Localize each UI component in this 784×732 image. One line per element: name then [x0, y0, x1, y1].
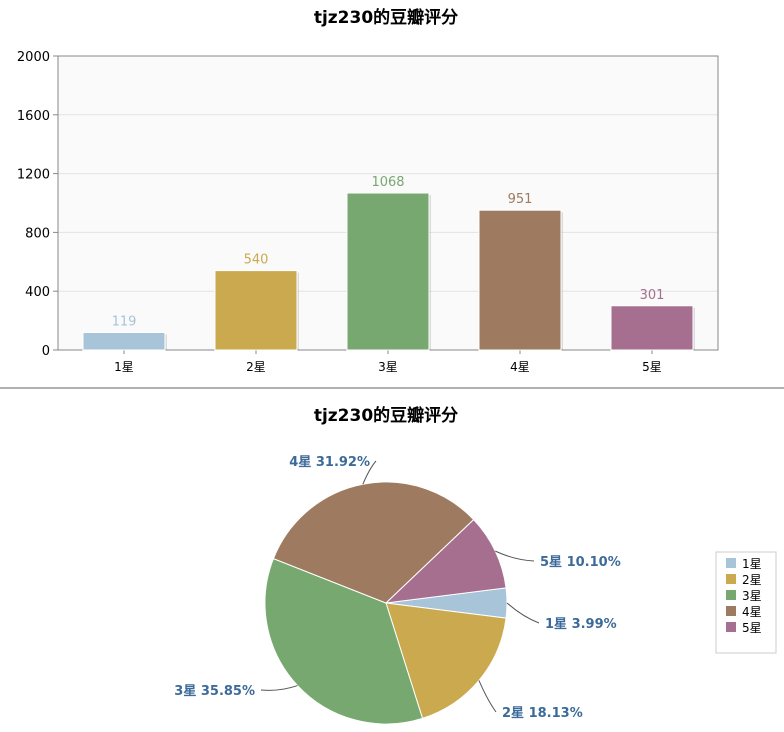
legend-label: 3星 [742, 589, 762, 603]
legend-label: 5星 [742, 621, 762, 635]
bar [478, 209, 562, 351]
x-tick-label: 2星 [246, 360, 266, 374]
pie-data-label: 2星 18.13% [502, 706, 583, 721]
y-tick-label: 2000 [17, 50, 50, 65]
bar [82, 332, 166, 351]
bar-data-label: 301 [640, 288, 665, 303]
legend-swatch [726, 574, 736, 584]
legend-label: 1星 [742, 557, 762, 571]
x-tick-label: 5星 [642, 360, 662, 374]
pie-data-label: 5星 10.10% [540, 555, 621, 570]
pie-data-label: 4星 31.92% [289, 455, 370, 470]
bar [346, 192, 430, 351]
pie-data-label: 1星 3.99% [545, 617, 617, 632]
legend-label: 2星 [742, 573, 762, 587]
bar-data-label: 540 [244, 253, 269, 268]
pie-slice [272, 481, 475, 604]
x-tick-label: 4星 [510, 360, 530, 374]
y-tick-label: 400 [25, 285, 50, 300]
legend-swatch [726, 606, 736, 616]
legend-label: 4星 [742, 605, 762, 619]
legend-box [715, 551, 777, 654]
legend-swatch [726, 622, 736, 632]
bar-chart-title: tjz230的豆瓣评分 [314, 7, 458, 28]
legend-swatch [726, 558, 736, 568]
pie-data-label: 3星 35.85% [174, 684, 255, 699]
pie-slice [384, 518, 507, 604]
pie-legend: 1星 2星 3星 4星 5星 [715, 551, 777, 654]
pie-chart-title: tjz230的豆瓣评分 [314, 405, 458, 426]
bar [610, 305, 694, 351]
bar-chart: tjz230的豆瓣评分 0 400 800 1200 1600 2000 1星 2星 3星 4星 5… [17, 7, 719, 374]
pie-leader-line [495, 550, 535, 562]
bar [214, 270, 298, 351]
y-tick-label: 0 [42, 344, 50, 359]
legend-swatch [726, 590, 736, 600]
bar-data-label: 119 [112, 315, 137, 330]
bar-data-label: 951 [508, 192, 533, 207]
x-tick-label: 1星 [114, 360, 134, 374]
bar-data-label: 1068 [371, 175, 404, 190]
y-tick-label: 800 [25, 226, 50, 241]
pie-leader-line [478, 680, 497, 713]
y-tick-label: 1200 [17, 168, 50, 183]
pie-leader-line [506, 602, 540, 624]
x-tick-label: 3星 [378, 360, 398, 374]
pie-leader-line [260, 685, 298, 691]
pie-leader-line [362, 460, 377, 485]
chart-separator [0, 387, 784, 389]
y-tick-label: 1600 [17, 109, 50, 124]
